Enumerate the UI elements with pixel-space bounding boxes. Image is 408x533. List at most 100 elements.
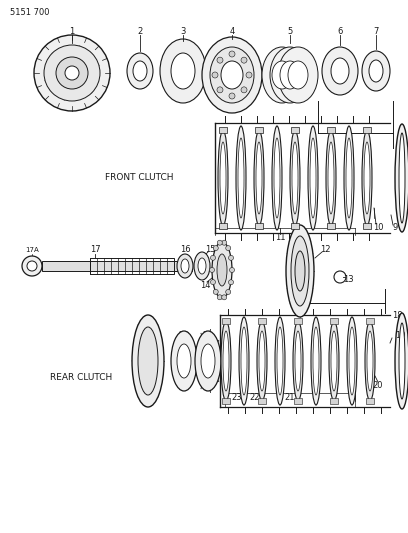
Ellipse shape xyxy=(362,51,390,91)
Ellipse shape xyxy=(171,331,197,391)
Ellipse shape xyxy=(202,37,262,113)
Circle shape xyxy=(241,57,247,63)
Text: 17: 17 xyxy=(90,246,100,254)
Ellipse shape xyxy=(365,321,375,401)
Ellipse shape xyxy=(194,252,210,280)
Text: 16: 16 xyxy=(180,246,190,254)
Ellipse shape xyxy=(322,47,358,95)
Ellipse shape xyxy=(288,61,308,89)
Bar xyxy=(219,223,227,229)
Circle shape xyxy=(229,93,235,99)
Ellipse shape xyxy=(295,251,305,291)
Text: 5151 700: 5151 700 xyxy=(10,8,49,17)
Bar xyxy=(222,318,230,324)
Circle shape xyxy=(213,246,218,251)
Ellipse shape xyxy=(362,130,372,226)
Text: 25: 25 xyxy=(179,381,189,390)
Circle shape xyxy=(211,280,215,285)
Ellipse shape xyxy=(274,138,280,218)
Text: 15: 15 xyxy=(205,245,215,254)
Circle shape xyxy=(246,72,252,78)
Text: 10: 10 xyxy=(373,223,383,232)
Ellipse shape xyxy=(399,323,405,399)
Ellipse shape xyxy=(239,317,249,405)
Text: REAR CLUTCH: REAR CLUTCH xyxy=(50,374,112,383)
Ellipse shape xyxy=(223,331,229,391)
Ellipse shape xyxy=(364,142,370,214)
Circle shape xyxy=(226,246,231,251)
Bar xyxy=(294,318,302,324)
Ellipse shape xyxy=(177,344,191,378)
Text: 17A: 17A xyxy=(25,247,39,253)
Circle shape xyxy=(229,51,235,57)
Text: 19: 19 xyxy=(395,330,406,340)
Ellipse shape xyxy=(272,61,292,89)
Circle shape xyxy=(217,87,223,93)
Text: FRONT CLUTCH: FRONT CLUTCH xyxy=(105,174,173,182)
Circle shape xyxy=(241,87,247,93)
Ellipse shape xyxy=(160,39,206,103)
Ellipse shape xyxy=(171,53,195,89)
Ellipse shape xyxy=(349,327,355,395)
Ellipse shape xyxy=(259,331,265,391)
Bar xyxy=(90,258,174,274)
Ellipse shape xyxy=(221,61,243,89)
Bar xyxy=(327,223,335,229)
Circle shape xyxy=(222,295,227,300)
Text: 8: 8 xyxy=(400,146,406,155)
Ellipse shape xyxy=(132,315,164,407)
Ellipse shape xyxy=(212,242,232,298)
Text: 23: 23 xyxy=(232,393,242,402)
Ellipse shape xyxy=(277,327,283,395)
Text: 21: 21 xyxy=(285,393,295,402)
Ellipse shape xyxy=(331,58,349,84)
Ellipse shape xyxy=(326,130,336,226)
Ellipse shape xyxy=(295,331,301,391)
Bar xyxy=(222,398,230,404)
Ellipse shape xyxy=(34,35,110,111)
Circle shape xyxy=(22,256,42,276)
Bar xyxy=(42,261,192,271)
Ellipse shape xyxy=(257,321,267,401)
Circle shape xyxy=(222,240,227,245)
Text: 7: 7 xyxy=(373,27,379,36)
Ellipse shape xyxy=(293,321,303,401)
Ellipse shape xyxy=(395,313,408,409)
Bar xyxy=(255,127,263,133)
Ellipse shape xyxy=(44,45,100,101)
Bar xyxy=(366,318,374,324)
Ellipse shape xyxy=(241,327,247,395)
Circle shape xyxy=(229,268,235,272)
Ellipse shape xyxy=(65,66,79,80)
Text: 13: 13 xyxy=(343,274,353,284)
Bar xyxy=(363,127,371,133)
Circle shape xyxy=(226,289,231,294)
Text: 26: 26 xyxy=(143,330,153,340)
Ellipse shape xyxy=(275,317,285,405)
Ellipse shape xyxy=(369,60,383,82)
Circle shape xyxy=(27,261,37,271)
Ellipse shape xyxy=(286,225,314,317)
Ellipse shape xyxy=(331,331,337,391)
Ellipse shape xyxy=(308,126,318,230)
Bar xyxy=(294,398,302,404)
Bar xyxy=(327,127,335,133)
Text: 14: 14 xyxy=(200,280,210,289)
Ellipse shape xyxy=(56,57,88,89)
Ellipse shape xyxy=(218,130,228,226)
Circle shape xyxy=(217,295,222,300)
Ellipse shape xyxy=(291,236,309,306)
Bar xyxy=(366,398,374,404)
Ellipse shape xyxy=(181,259,189,273)
Text: 11: 11 xyxy=(275,233,285,243)
Bar xyxy=(291,127,299,133)
Ellipse shape xyxy=(198,258,206,274)
Ellipse shape xyxy=(395,124,408,232)
Ellipse shape xyxy=(201,344,215,378)
Text: 18: 18 xyxy=(392,311,403,319)
Ellipse shape xyxy=(270,47,310,103)
Circle shape xyxy=(211,255,215,260)
Ellipse shape xyxy=(344,126,354,230)
Bar xyxy=(258,398,266,404)
Text: 9: 9 xyxy=(392,223,398,232)
